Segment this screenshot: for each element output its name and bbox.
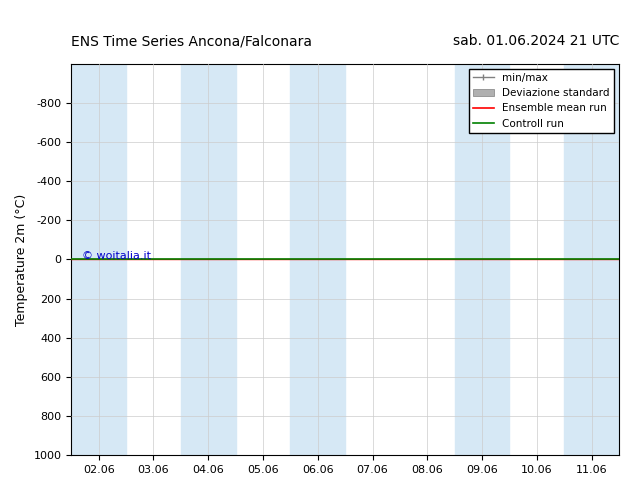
Text: sab. 01.06.2024 21 UTC: sab. 01.06.2024 21 UTC xyxy=(453,34,619,48)
Bar xyxy=(564,64,619,455)
Legend: min/max, Deviazione standard, Ensemble mean run, Controll run: min/max, Deviazione standard, Ensemble m… xyxy=(469,69,614,133)
Bar xyxy=(455,64,510,455)
Y-axis label: Temperature 2m (°C): Temperature 2m (°C) xyxy=(15,194,28,326)
Text: ENS Time Series Ancona/Falconara: ENS Time Series Ancona/Falconara xyxy=(71,34,313,48)
Text: © woitalia.it: © woitalia.it xyxy=(82,250,152,261)
Bar xyxy=(181,64,236,455)
Bar xyxy=(71,64,126,455)
Bar xyxy=(290,64,345,455)
